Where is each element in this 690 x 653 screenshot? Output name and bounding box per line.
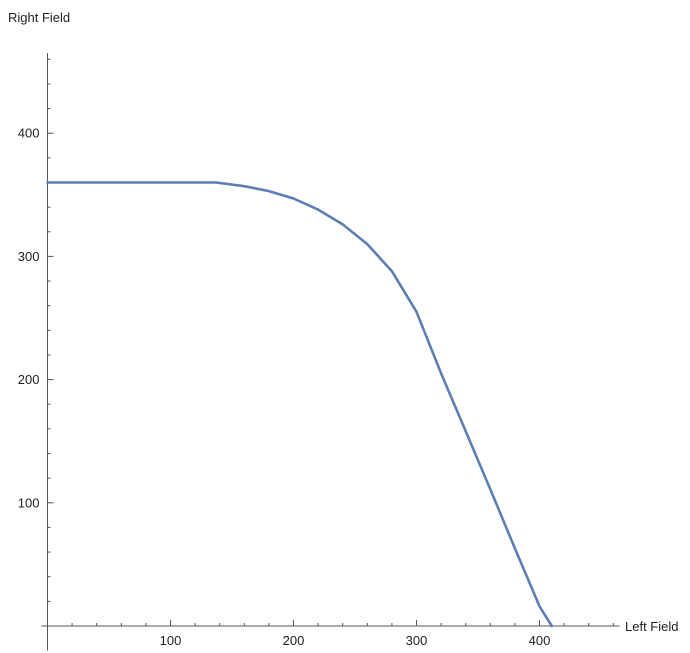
x-tick-label: 300	[406, 633, 428, 648]
series-layer	[46, 181, 554, 628]
y-tick-label: 200	[18, 372, 40, 387]
x-axis-label: Left Field	[625, 619, 678, 634]
x-tick-label: 100	[160, 633, 182, 648]
y-tick-label: 100	[18, 495, 40, 510]
series-line	[46, 181, 554, 628]
x-tick-label: 200	[283, 633, 305, 648]
x-tick-label: 400	[529, 633, 551, 648]
axes: 100 200 300 400 100 200 300 400	[18, 53, 620, 651]
y-axis-label: Right Field	[8, 10, 70, 25]
y-tick-label: 400	[18, 126, 40, 141]
y-tick-label: 300	[18, 249, 40, 264]
